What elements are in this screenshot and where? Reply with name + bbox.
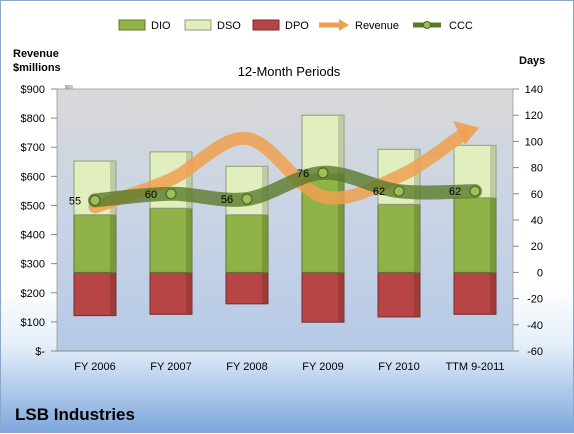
lines-layer: 55 60 56 76 62 62	[69, 120, 482, 214]
bar-dso-shade	[186, 151, 192, 209]
left-axis-tick-label: $400	[21, 230, 45, 242]
right-axis-tick-label: -40	[527, 320, 543, 332]
right-axis-tick-label: -20	[527, 294, 543, 306]
bar-dio-shade	[262, 214, 268, 273]
ccc-data-label: 76	[297, 168, 309, 180]
legend: DIO DSO DPO Revenue CCC	[118, 19, 473, 32]
bar-dio-shade	[338, 174, 344, 273]
left-axis-tick-label: $100	[21, 317, 45, 329]
x-axis-tick-label: FY 2006	[74, 361, 115, 373]
left-axis-label-line1: Revenue	[13, 48, 59, 60]
ccc-point	[317, 167, 329, 179]
right-axis-tick-label: 60	[531, 189, 543, 201]
x-axis-tick-label: FY 2009	[302, 361, 343, 373]
legend-label-ccc: CCC	[449, 20, 473, 32]
company-name: LSB Industries	[15, 405, 135, 424]
right-axis-tick-label: 40	[531, 215, 543, 227]
ccc-data-label: 62	[373, 186, 385, 198]
bar-dpo-shade	[110, 272, 116, 316]
bar-dso-shade	[414, 149, 420, 205]
axes-layer: $- $100 $200 $300 $400 $500 $600 $700 $800 $900 -6…	[21, 84, 543, 373]
bar-dpo	[149, 271, 193, 315]
legend-marker-ccc	[423, 21, 431, 29]
bar-dio	[73, 214, 117, 273]
bar-dpo-shade	[186, 272, 192, 315]
bar-dpo-shade	[262, 272, 268, 304]
bar-dio-shade	[414, 204, 420, 273]
legend-swatch-dso	[184, 19, 212, 31]
ccc-data-label: 62	[449, 186, 461, 198]
bar-dpo	[73, 271, 117, 317]
x-axis-tick-label: TTM 9-2011	[445, 361, 504, 373]
right-axis-tick-label: -60	[527, 346, 543, 358]
legend-swatch-dio	[118, 19, 146, 31]
ccc-point	[241, 193, 253, 205]
bar-dio	[149, 207, 193, 273]
right-axis-tick-label: 80	[531, 163, 543, 175]
chart-title: 12-Month Periods	[238, 64, 341, 79]
left-axis-tick-label: $300	[21, 259, 45, 271]
legend-swatch-dpo	[252, 19, 280, 31]
ccc-data-label: 55	[69, 195, 81, 207]
right-axis-label: Days	[519, 55, 545, 67]
bar-dso-shade	[490, 145, 496, 198]
bar-dio	[453, 197, 497, 273]
x-axis-tick-label: FY 2010	[378, 361, 419, 373]
ccc-data-label: 56	[221, 194, 233, 206]
bar-dso-shade	[338, 115, 344, 175]
right-axis-tick-label: 0	[537, 267, 543, 279]
bar-dpo-shade	[414, 272, 420, 317]
bar-dpo-shade	[490, 272, 496, 315]
bar-dso-shade	[110, 161, 116, 215]
left-axis-tick-label: $500	[21, 200, 45, 212]
legend-label-dpo: DPO	[285, 20, 309, 32]
legend-label-dio: DIO	[151, 20, 171, 32]
left-axis-tick-label: $600	[21, 171, 45, 183]
left-axis-label-line2: $millions	[13, 62, 61, 74]
left-axis-tick-label: $900	[21, 84, 45, 96]
bar-dpo	[225, 271, 269, 305]
bar-dio-shade	[490, 197, 496, 273]
bar-dso	[301, 114, 345, 175]
right-axis-tick-label: 100	[525, 136, 543, 148]
ccc-point	[469, 185, 481, 197]
legend-label-revenue: Revenue	[355, 20, 399, 32]
bar-dpo	[453, 271, 497, 315]
revenue-arrowhead	[453, 120, 479, 145]
bar-dpo	[377, 271, 421, 318]
bar-dio-shade	[110, 214, 116, 273]
right-axis-tick-label: 120	[525, 110, 543, 122]
x-axis-tick-label: FY 2007	[150, 361, 191, 373]
legend-label-dso: DSO	[217, 20, 241, 32]
bar-dio	[225, 214, 269, 273]
right-axis-tick-label: 140	[525, 84, 543, 96]
right-axis-tick-label: 20	[531, 241, 543, 253]
revenue-line	[88, 129, 468, 214]
left-axis-tick-label: $200	[21, 288, 45, 300]
plot-area	[56, 88, 514, 352]
ccc-point	[393, 185, 405, 197]
legend-arrow-revenue	[339, 19, 349, 31]
left-axis-tick-label: $800	[21, 113, 45, 125]
bar-dio-shade	[186, 208, 192, 273]
x-axis-tick-label: FY 2008	[226, 361, 267, 373]
left-axis-tick-label: $-	[35, 346, 45, 358]
bar-dpo-shade	[338, 272, 344, 323]
left-axis-tick-label: $700	[21, 142, 45, 154]
ccc-point	[89, 194, 101, 206]
ccc-data-label: 60	[145, 189, 157, 201]
bar-dpo	[301, 271, 345, 323]
ccc-point	[165, 188, 177, 200]
bar-dio	[377, 203, 421, 273]
